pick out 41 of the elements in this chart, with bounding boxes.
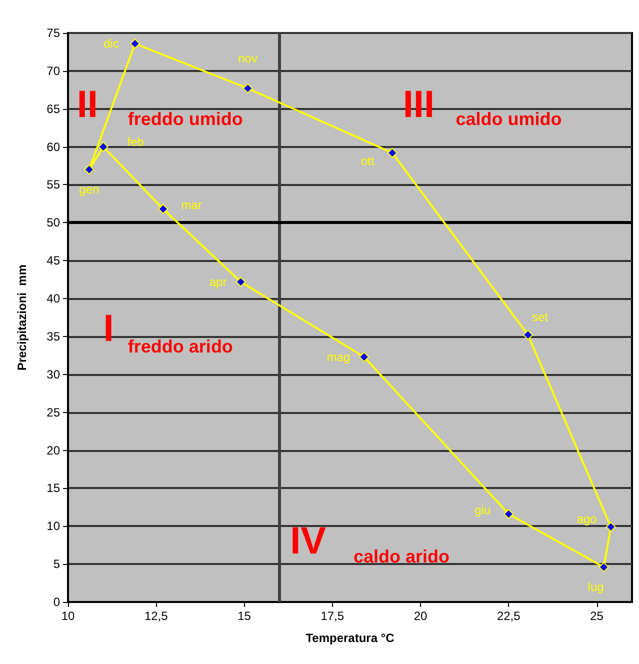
x-tick-label: 15 bbox=[238, 609, 252, 623]
data-label: feb bbox=[127, 134, 144, 149]
data-label: set bbox=[532, 310, 549, 324]
data-label: lug bbox=[588, 580, 604, 594]
y-tick-label: 5 bbox=[53, 557, 60, 572]
y-tick-label: 75 bbox=[46, 26, 60, 40]
y-tick-label: 60 bbox=[46, 140, 60, 154]
y-tick-label: 45 bbox=[46, 254, 60, 268]
x-tick-label: 12,5 bbox=[144, 609, 168, 623]
x-tick-label: 17,5 bbox=[320, 609, 344, 623]
y-tick-label: 0 bbox=[53, 595, 60, 609]
annotation: caldo arido bbox=[354, 546, 450, 567]
data-label: mag bbox=[326, 350, 350, 364]
annotation: IV bbox=[290, 520, 327, 562]
y-tick-label: 15 bbox=[46, 481, 60, 496]
y-tick-label: 65 bbox=[46, 102, 60, 116]
data-label: apr bbox=[209, 274, 227, 289]
data-label: gen bbox=[79, 182, 100, 197]
y-tick-label: 40 bbox=[46, 292, 60, 306]
y-tick-label: 70 bbox=[46, 64, 60, 78]
x-tick-label: 20 bbox=[414, 609, 428, 623]
x-tick-label: 22,5 bbox=[496, 609, 521, 623]
data-label: giu bbox=[474, 502, 491, 517]
y-tick-label: 10 bbox=[46, 519, 60, 534]
data-label: nov bbox=[238, 51, 258, 66]
y-axis-title: Precipitazioni mm bbox=[15, 264, 29, 371]
data-label: ago bbox=[576, 512, 598, 526]
annotation: caldo umido bbox=[456, 108, 562, 129]
data-label: mar bbox=[181, 198, 202, 212]
y-tick-label: 30 bbox=[46, 367, 60, 382]
x-tick-label: 25 bbox=[590, 609, 604, 623]
annotation: freddo umido bbox=[128, 108, 243, 129]
annotation: freddo arido bbox=[128, 336, 233, 356]
y-tick-label: 35 bbox=[46, 329, 60, 344]
y-tick-label: 20 bbox=[46, 443, 60, 458]
y-tick-label: 55 bbox=[46, 178, 60, 192]
data-label: dic bbox=[104, 36, 119, 51]
data-label: ott bbox=[360, 154, 375, 168]
y-tick-label: 50 bbox=[46, 216, 60, 230]
y-tick-label: 25 bbox=[46, 405, 60, 420]
x-axis-title: Temperatura °C bbox=[306, 631, 395, 645]
